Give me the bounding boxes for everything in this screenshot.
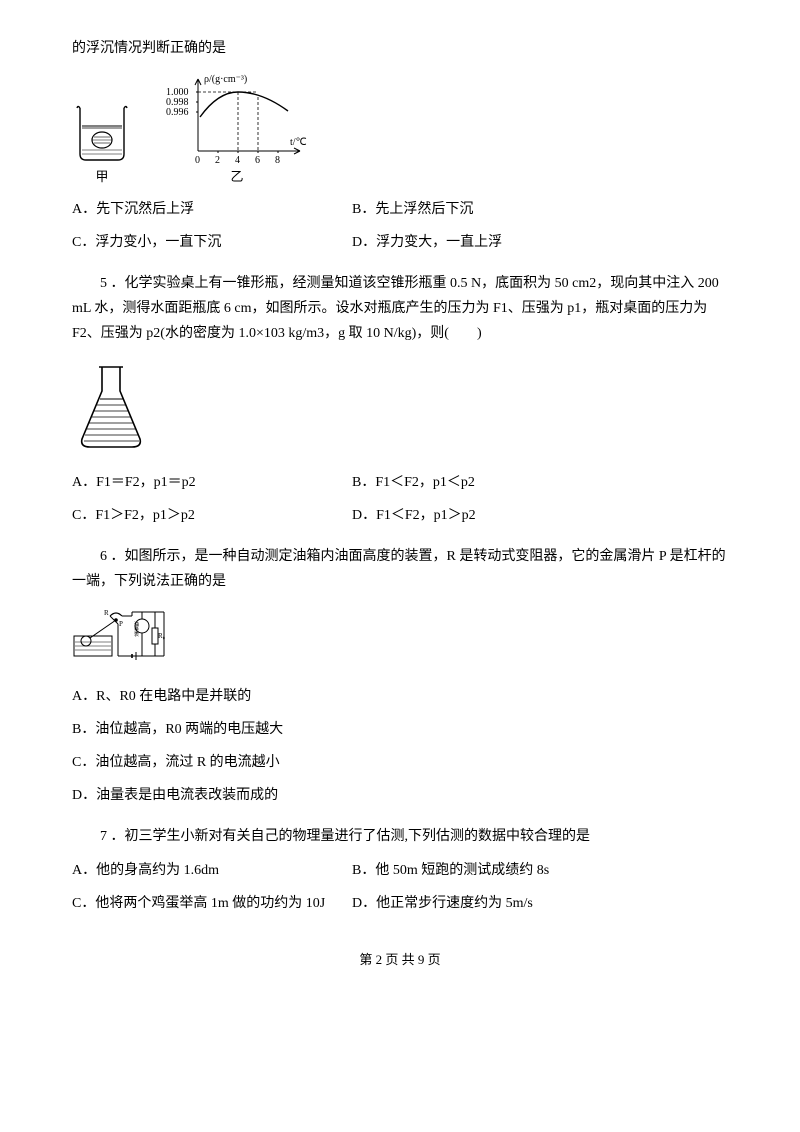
svg-text:0: 0 (195, 155, 200, 165)
q6-opt-b: B．油位越高，R0 两端的电压越大 (72, 717, 728, 742)
q7-row2: C．他将两个鸡蛋举高 1m 做的功约为 10J D．他正常步行速度约为 5m/s (72, 891, 728, 916)
chart-caption: 乙 (230, 165, 243, 188)
svg-text:R: R (104, 609, 109, 617)
x-axis-label: t/℃ (290, 137, 307, 148)
q4-row2: C．浮力变小，一直下沉 D．浮力变大，一直上浮 (72, 230, 728, 255)
q6-opt-d: D．油量表是由电流表改装而成的 (72, 783, 728, 808)
q4-opt-a: A．先下沉然后上浮 (72, 197, 352, 222)
circuit-icon: R P R₀ 油 量 表 (72, 608, 168, 664)
q4-opt-b: B．先上浮然后下沉 (352, 197, 728, 222)
svg-text:P: P (119, 620, 123, 628)
circuit-figure: R P R₀ 油 量 表 (72, 608, 728, 673)
q5-opt-a: A．F1＝F2，p1＝p2 (72, 470, 352, 495)
q4-opt-c: C．浮力变小，一直下沉 (72, 230, 352, 255)
q7-row1: A．他的身高约为 1.6dm B．他 50m 短跑的测试成绩约 8s (72, 858, 728, 883)
density-chart: ρ/(g·cm⁻³) t/℃ 1.000 0.998 0.996 0 2 4 6 (162, 73, 312, 188)
svg-text:6: 6 (255, 155, 260, 165)
q6-text: 6 ．如图所示，是一种自动测定油箱内油面高度的装置，R 是转动式变阻器，它的金属… (72, 544, 728, 594)
q7-opt-d: D．他正常步行速度约为 5m/s (352, 891, 728, 916)
svg-text:8: 8 (275, 155, 280, 165)
y-axis-label: ρ/(g·cm⁻³) (204, 74, 247, 85)
q5-text: 5 ．化学实验桌上有一锥形瓶，经测量知道该空锥形瓶重 0.5 N，底面积为 50… (72, 271, 728, 347)
beaker-figure: 甲 (72, 102, 132, 188)
svg-text:R₀: R₀ (158, 632, 166, 640)
q5-row1: A．F1＝F2，p1＝p2 B．F1＜F2，p1＜p2 (72, 470, 728, 495)
svg-text:表: 表 (134, 631, 139, 638)
q6-opt-c: C．油位越高，流过 R 的电流越小 (72, 750, 728, 775)
q6-opt-a: A．R、R0 在电路中是并联的 (72, 684, 728, 709)
q5-opt-c: C．F1＞F2，p1＞p2 (72, 503, 352, 528)
figure-row-q4: 甲 ρ/(g·cm⁻³) t/℃ 1.000 0.998 0.996 (72, 73, 728, 188)
q5-row2: C．F1＞F2，p1＞p2 D．F1＜F2，p1＞p2 (72, 503, 728, 528)
page-footer: 第 2 页 共 9 页 (72, 948, 728, 971)
q5-opt-b: B．F1＜F2，p1＜p2 (352, 470, 728, 495)
intro-fragment: 的浮沉情况判断正确的是 (72, 36, 728, 61)
q7-opt-c: C．他将两个鸡蛋举高 1m 做的功约为 10J (72, 891, 352, 916)
beaker-caption: 甲 (95, 165, 108, 188)
q4-opt-d: D．浮力变大，一直上浮 (352, 230, 728, 255)
beaker-icon (72, 102, 132, 164)
svg-text:4: 4 (235, 155, 240, 165)
q4-row1: A．先下沉然后上浮 B．先上浮然后下沉 (72, 197, 728, 222)
flask-icon (72, 361, 150, 453)
flask-figure (72, 361, 728, 462)
q7-text: 7 ．初三学生小新对有关自己的物理量进行了估测,下列估测的数据中较合理的是 (72, 824, 728, 849)
svg-text:2: 2 (215, 155, 220, 165)
svg-text:0.996: 0.996 (166, 107, 189, 118)
q7-opt-b: B．他 50m 短跑的测试成绩约 8s (352, 858, 728, 883)
svg-text:油: 油 (134, 621, 139, 628)
chart-svg: ρ/(g·cm⁻³) t/℃ 1.000 0.998 0.996 0 2 4 6 (162, 73, 312, 165)
svg-text:量: 量 (134, 626, 139, 633)
q7-opt-a: A．他的身高约为 1.6dm (72, 858, 352, 883)
q5-opt-d: D．F1＜F2，p1＞p2 (352, 503, 728, 528)
